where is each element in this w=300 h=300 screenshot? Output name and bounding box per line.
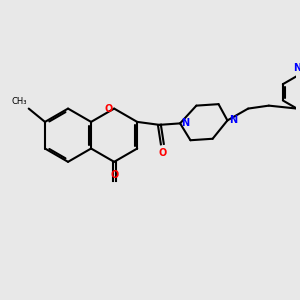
Text: O: O: [104, 103, 113, 114]
Text: O: O: [110, 169, 118, 180]
Text: N: N: [229, 116, 237, 125]
Text: CH₃: CH₃: [11, 97, 27, 106]
Text: N: N: [182, 118, 190, 128]
Text: O: O: [158, 148, 166, 158]
Text: N: N: [293, 63, 300, 73]
